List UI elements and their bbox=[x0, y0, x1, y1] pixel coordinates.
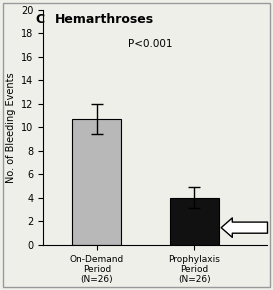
Text: P<0.001: P<0.001 bbox=[128, 39, 173, 49]
Text: Hemarthroses: Hemarthroses bbox=[55, 13, 154, 26]
Bar bbox=[170, 198, 219, 245]
Y-axis label: No. of Bleeding Events: No. of Bleeding Events bbox=[5, 72, 16, 182]
Bar bbox=[72, 119, 121, 245]
Text: C: C bbox=[35, 13, 44, 26]
